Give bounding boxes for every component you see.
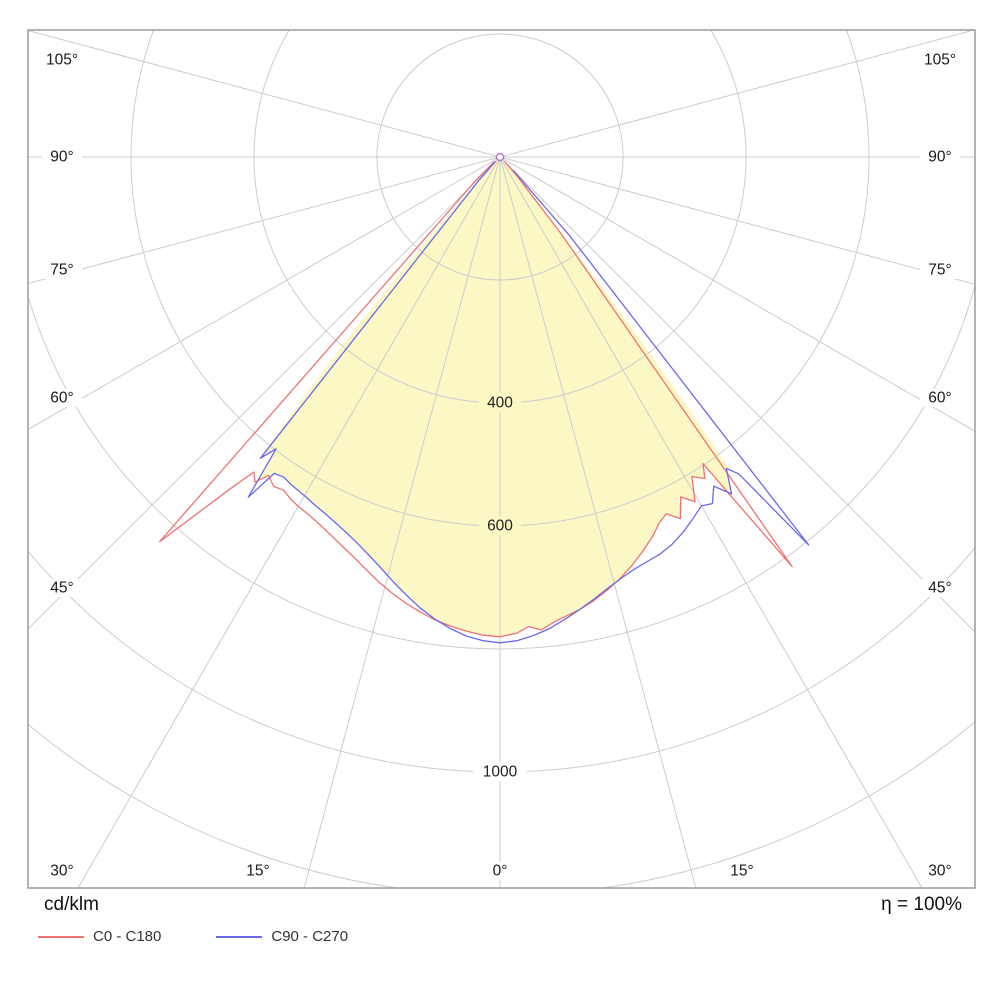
ring-labels: 400 600 1000 xyxy=(473,393,527,781)
angle-label-bg xyxy=(42,862,82,880)
angle-label-bg xyxy=(480,862,520,880)
legend-label: C0 - C180 xyxy=(93,928,162,945)
legend-swatch-line xyxy=(38,935,84,938)
angle-label: 75° xyxy=(50,262,73,279)
units-label: cd/klm xyxy=(44,894,99,915)
angle-label-bg xyxy=(920,862,960,880)
angle-label: 45° xyxy=(50,580,73,597)
grid-ray xyxy=(499,156,975,633)
ring-label: 400 xyxy=(487,395,513,412)
angle-label: 30° xyxy=(50,863,73,880)
angle-label-bg xyxy=(920,148,960,166)
angle-label: 15° xyxy=(730,863,753,880)
angle-label: 105° xyxy=(46,52,78,69)
legend: C0 - C180 C90 - C270 xyxy=(38,928,348,945)
angle-label-bg xyxy=(920,579,960,597)
legend-label: C90 - C270 xyxy=(271,928,349,945)
ring-label-bg xyxy=(479,393,521,412)
angle-label: 75° xyxy=(928,262,951,279)
grid-ray xyxy=(28,156,501,431)
angle-label-bg xyxy=(42,579,82,597)
ring-label-bg xyxy=(479,516,521,535)
ring-label-bg xyxy=(473,762,527,781)
grid-ray xyxy=(499,156,697,888)
legend-item: C0 - C180 xyxy=(38,928,161,945)
angle-label: 15° xyxy=(246,863,269,880)
grid-ray xyxy=(499,156,975,432)
ring-label: 600 xyxy=(487,518,513,535)
grid-ray xyxy=(28,156,501,284)
angle-label-bg xyxy=(920,261,960,279)
grid-ray xyxy=(77,156,501,888)
grid-ray xyxy=(499,156,975,285)
legend-item: C90 - C270 xyxy=(216,928,348,945)
angle-label-bg xyxy=(722,862,762,880)
angle-label: 0° xyxy=(493,863,508,880)
grid-ray xyxy=(28,30,501,158)
ring-label: 1000 xyxy=(483,764,518,781)
angle-label-bg xyxy=(42,261,82,279)
grid-ray xyxy=(303,156,501,888)
legend-swatch-line xyxy=(216,935,263,938)
efficiency-label: η = 100% xyxy=(881,894,962,915)
angle-label-bg xyxy=(42,148,82,166)
angle-label: 90° xyxy=(928,149,951,166)
grid-ray xyxy=(499,30,975,158)
angle-label-bg xyxy=(920,389,960,407)
angle-label: 90° xyxy=(50,149,73,166)
angle-labels: 105° 105° 90° 90° 75° 75° 60° 60° 45° 45° 30° 15° 0°… xyxy=(42,51,960,880)
angle-label: 30° xyxy=(928,863,951,880)
angle-label: 60° xyxy=(50,390,73,407)
curve-c0-c180 xyxy=(159,160,793,638)
angle-label-bg xyxy=(238,862,278,880)
angle-label-bg xyxy=(920,51,960,69)
angle-label-bg xyxy=(42,389,82,407)
angle-label: 60° xyxy=(928,390,951,407)
angle-label: 45° xyxy=(928,580,951,597)
grid-ray xyxy=(28,156,501,630)
angle-label: 105° xyxy=(924,52,956,69)
grid-ray xyxy=(499,156,923,888)
angle-label-bg xyxy=(42,51,82,69)
curve-c90-c270 xyxy=(247,160,810,644)
pole-marker xyxy=(495,152,505,162)
plot-frame xyxy=(27,29,976,889)
